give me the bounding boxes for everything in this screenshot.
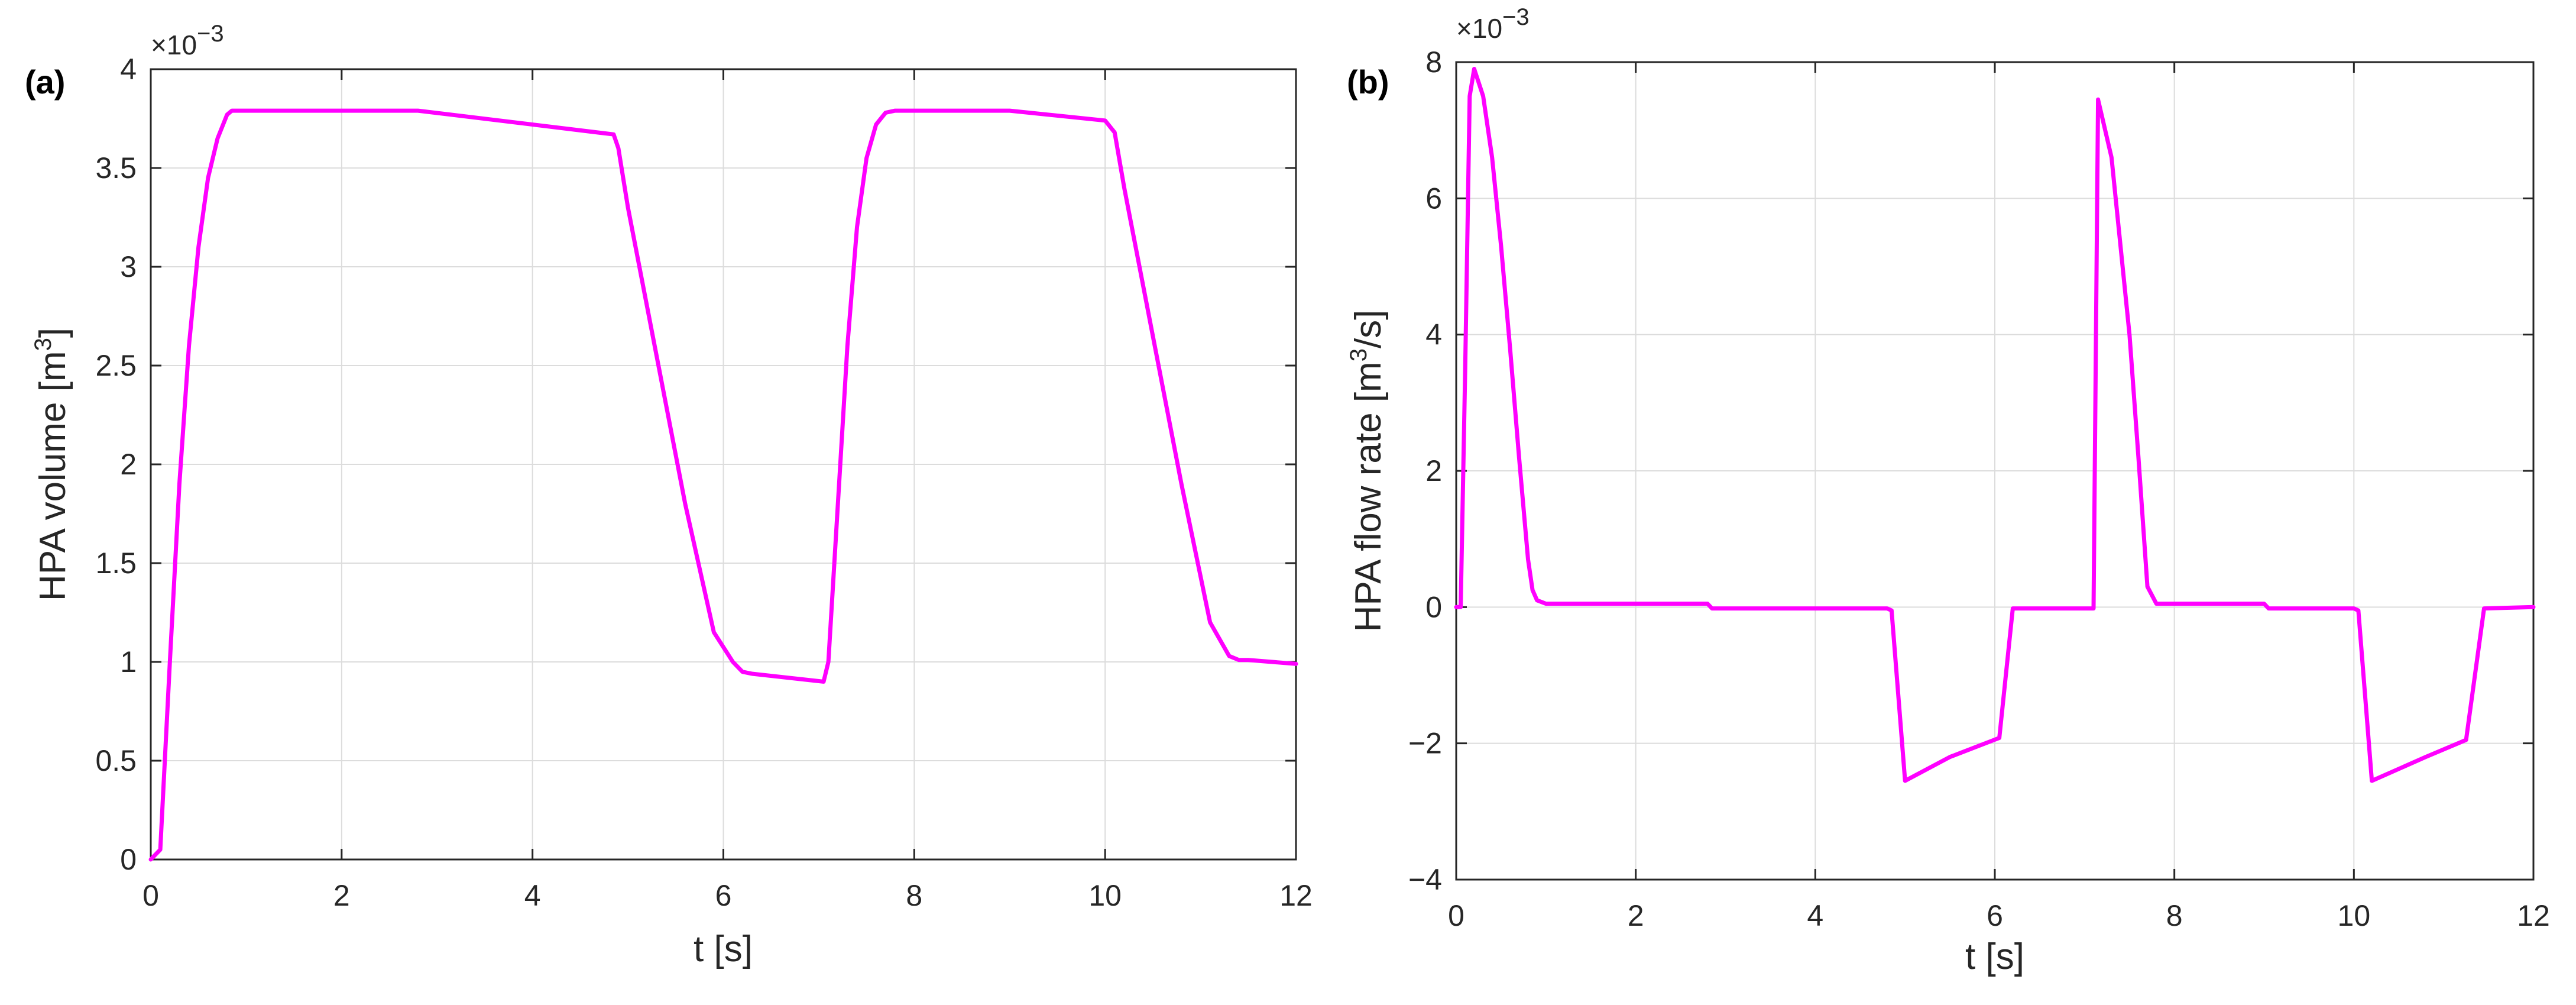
- panel-a-y-axis-label: HPA volume [m3]: [30, 328, 73, 601]
- panel-a-ticks: 0 2 4 6 8 10 12 0 0.5 1 1.5 2 2.5 3 3.5 4: [95, 53, 1312, 912]
- panel-b-x-tick-label: 12: [2517, 899, 2550, 932]
- panel-a-multiplier-base: ×10: [151, 30, 197, 60]
- panel-a-data-line: [148, 108, 1298, 862]
- panel-b-x-tick-label: 0: [1448, 899, 1464, 932]
- panel-b-series: [1454, 67, 2536, 783]
- panel-b-ylabel-sup: 3: [1346, 348, 1372, 361]
- panel-a-y-tick-label: 0: [120, 843, 137, 876]
- panel-a-series: [148, 108, 1298, 862]
- panel-b-x-axis-label: t [s]: [1965, 936, 2024, 977]
- panel-b-x-tick-label: 4: [1807, 899, 1823, 932]
- panel-a-multiplier-exponent: −3: [197, 21, 224, 47]
- panel-a-ylabel-sup: 3: [30, 338, 56, 351]
- panel-a-volume-chart: 0 2 4 6 8 10 12 0 0.5 1 1.5 2 2.5 3 3.5 4 (a) ×10−3 t […: [25, 21, 1313, 970]
- panel-b-data-line: [1454, 67, 2536, 783]
- panel-b-flow-rate-chart: 0 2 4 6 8 10 12 −4 −2 0 2 4 6 8 (b) ×10−3 t [s] HPA f…: [1346, 4, 2550, 977]
- panel-a-x-tick-label: 0: [142, 879, 159, 912]
- panel-b-x-tick-label: 2: [1628, 899, 1644, 932]
- panel-b-y-tick-label: 2: [1425, 454, 1442, 487]
- panel-b-y-axis-label: HPA flow rate [m3/s]: [1346, 310, 1389, 632]
- panel-b-y-tick-label: 0: [1425, 590, 1442, 623]
- panel-a-y-tick-label: 2: [120, 448, 137, 481]
- panel-b-multiplier-exponent: −3: [1502, 4, 1530, 30]
- panel-b-x-tick-label: 6: [1987, 899, 2003, 932]
- panel-b-multiplier-base: ×10: [1456, 13, 1502, 44]
- panel-b-ylabel-main: HPA flow rate [m: [1348, 361, 1389, 632]
- panel-a-y-tick-label: 1.5: [95, 547, 137, 580]
- panel-a-x-tick-label: 12: [1279, 879, 1313, 912]
- panel-a-ylabel-main: HPA volume [m: [33, 351, 73, 601]
- panel-b-ticks: 0 2 4 6 8 10 12 −4 −2 0 2 4 6 8: [1408, 46, 2550, 932]
- panel-b-y-tick-label: 4: [1425, 318, 1442, 351]
- panel-b-y-tick-label: 6: [1425, 182, 1442, 215]
- panel-b-y-tick-label: −4: [1408, 863, 1442, 896]
- panel-b-label: (b): [1347, 63, 1389, 101]
- panel-a-y-tick-label: 2.5: [95, 349, 137, 382]
- panel-a-ylabel-end: ]: [33, 328, 73, 338]
- panel-a-label: (a): [25, 63, 65, 101]
- panel-a-x-axis-label: t [s]: [694, 929, 753, 970]
- panel-a-x-tick-label: 8: [906, 879, 922, 912]
- panel-b-exponent-multiplier: ×10−3: [1456, 4, 1530, 44]
- panel-b-ylabel-end: /s]: [1348, 310, 1389, 348]
- panel-a-y-tick-label: 4: [120, 53, 137, 86]
- panel-a-x-tick-label: 6: [715, 879, 732, 912]
- panel-b-x-tick-label: 8: [2166, 899, 2183, 932]
- panel-a-x-tick-label: 4: [524, 879, 541, 912]
- panel-a-grid: [150, 69, 1297, 860]
- panel-a-y-tick-label: 3: [120, 250, 137, 283]
- panel-a-y-tick-label: 3.5: [95, 151, 137, 185]
- panel-b-y-tick-label: 8: [1425, 46, 1442, 79]
- panel-a-y-tick-label: 1: [120, 645, 137, 678]
- panel-a-exponent-multiplier: ×10−3: [151, 21, 224, 60]
- panel-a-y-tick-label: 0.5: [95, 744, 137, 777]
- panel-b-x-tick-label: 10: [2338, 899, 2371, 932]
- panel-a-x-tick-label: 2: [333, 879, 350, 912]
- panel-b-y-tick-label: −2: [1408, 727, 1442, 760]
- panel-a-x-tick-label: 10: [1088, 879, 1122, 912]
